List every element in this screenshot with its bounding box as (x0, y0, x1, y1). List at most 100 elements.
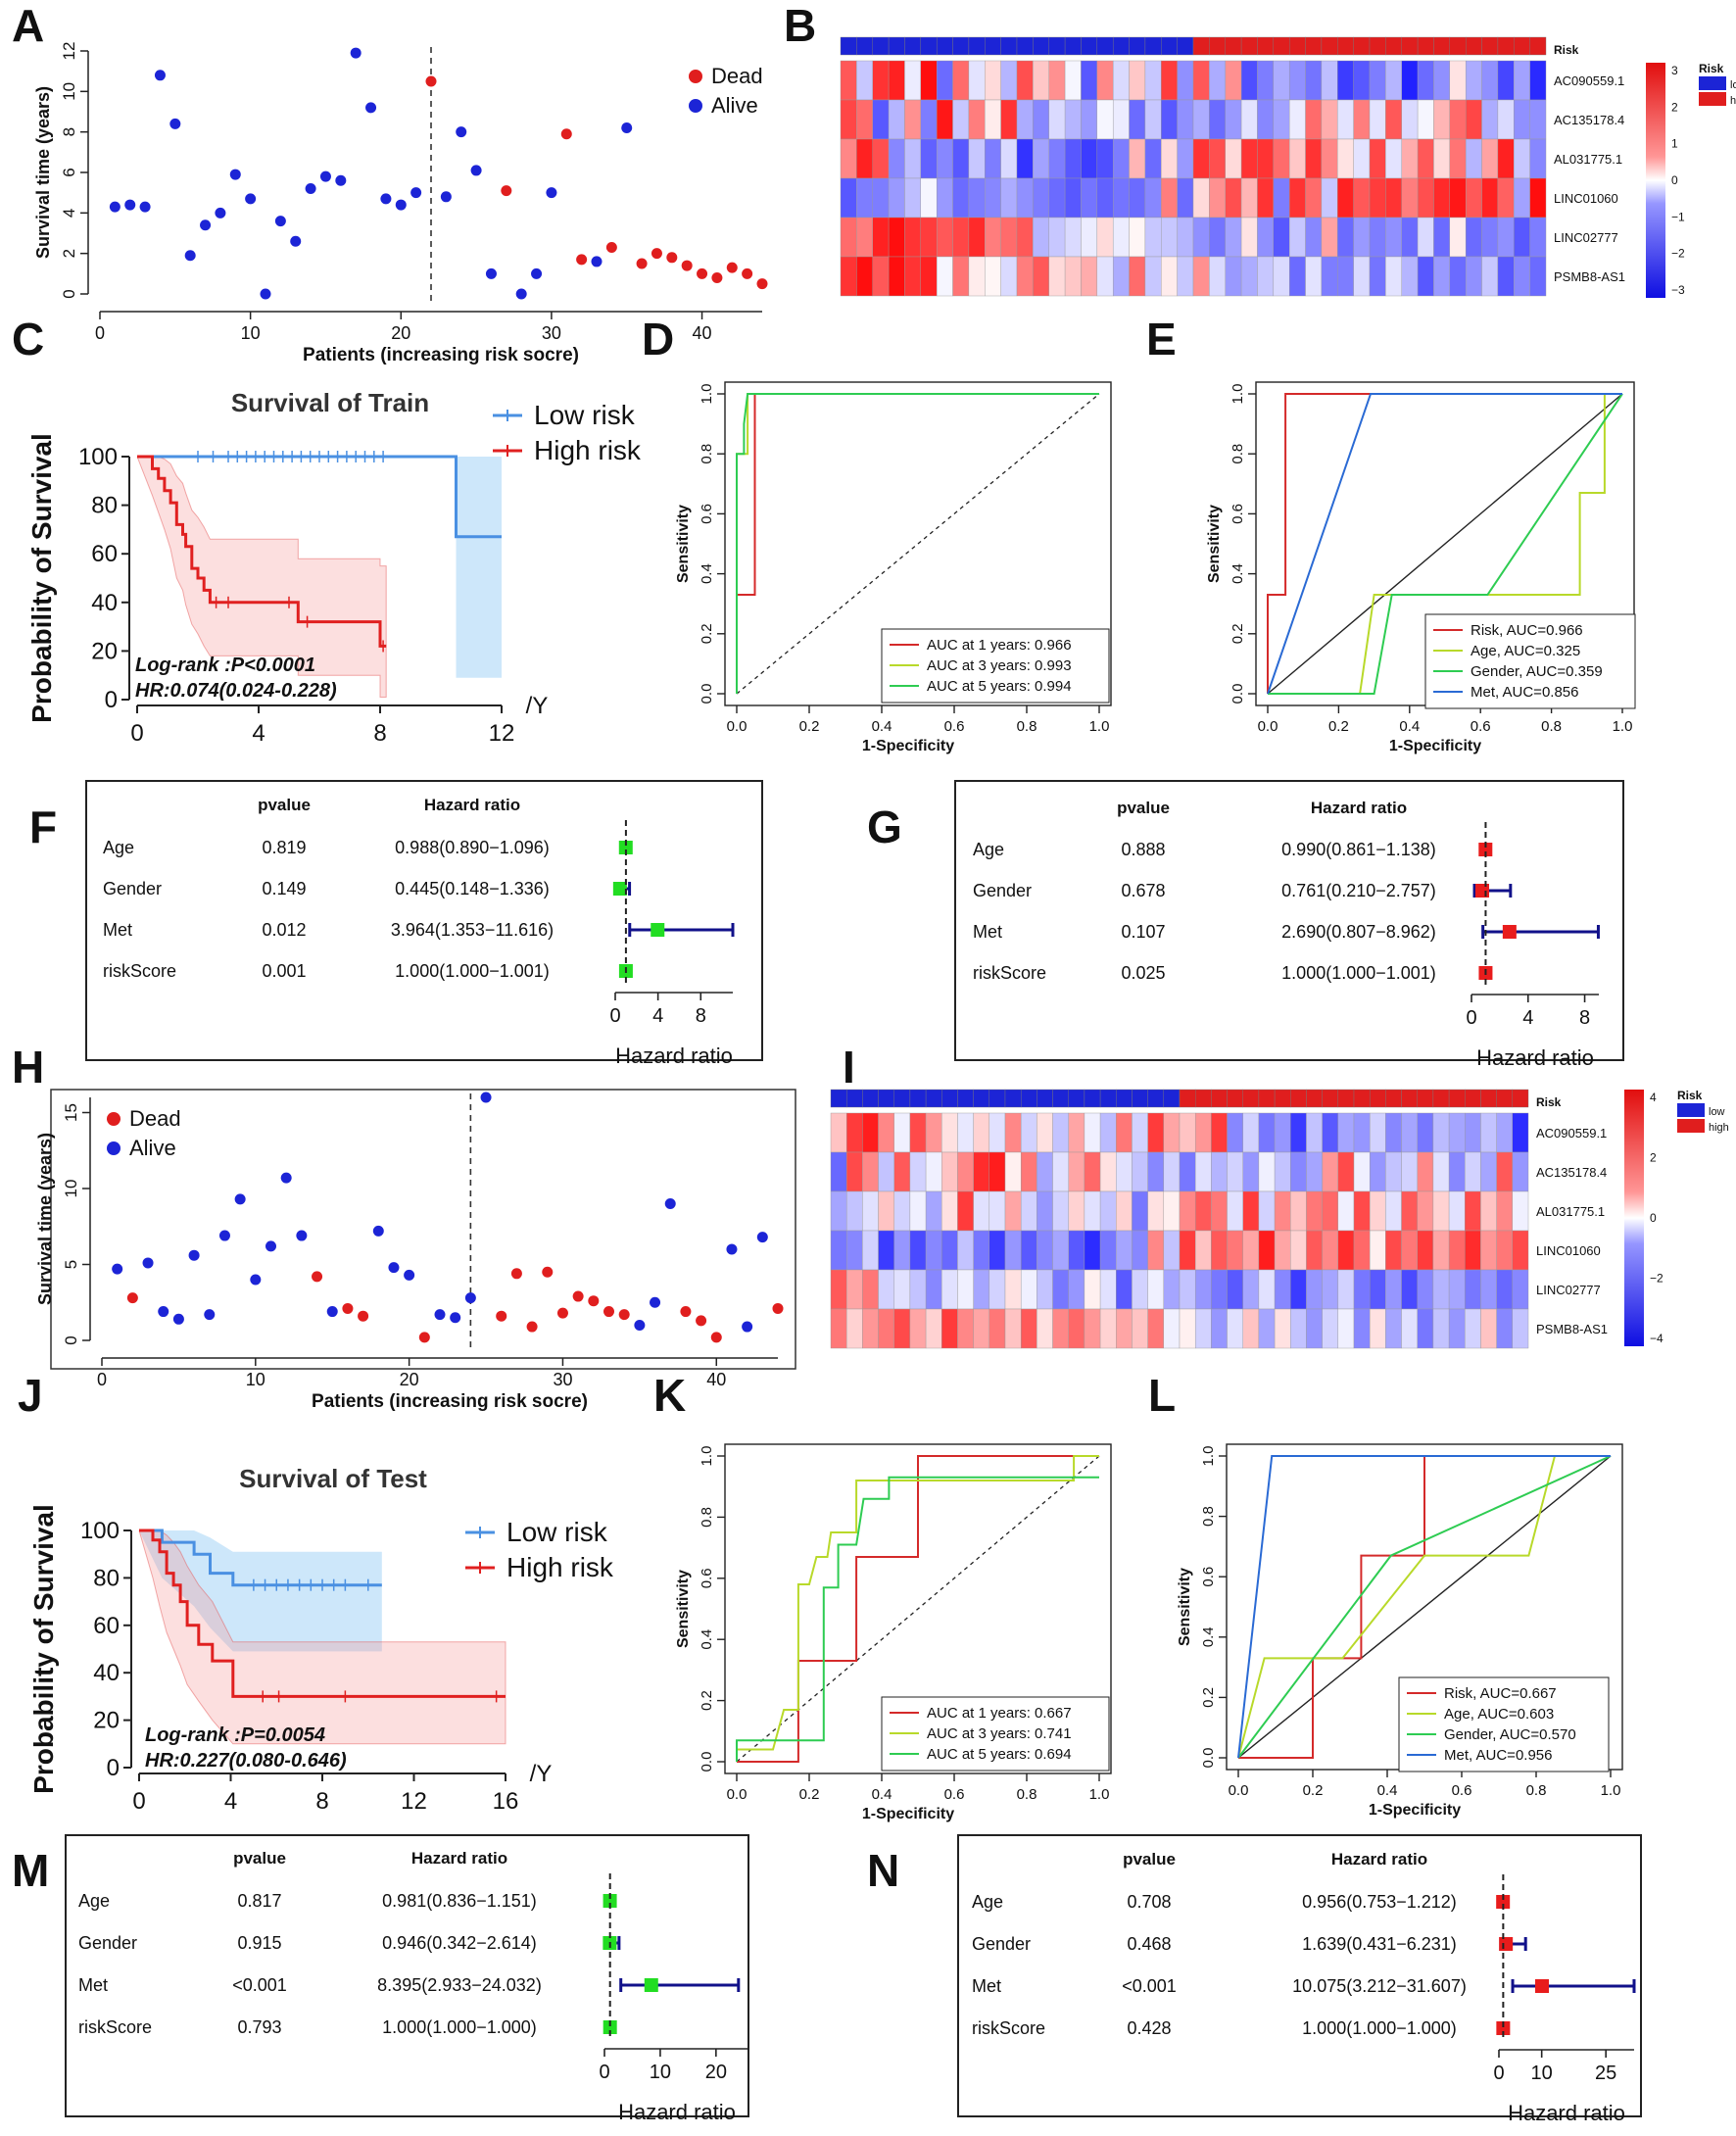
legend-label: AUC at 5 years: 0.994 (927, 678, 1072, 695)
heatmap-cell (1179, 1151, 1196, 1192)
heatmap-cell (1084, 1269, 1101, 1310)
x-tick-label: 0.6 (944, 1786, 965, 1803)
x-tick-label: 10 (241, 323, 261, 343)
heatmap-cell (1496, 1151, 1514, 1192)
row-hazard-ratio: 0.990(0.861−1.138) (1281, 840, 1436, 859)
y-tick-label: 2 (60, 249, 78, 258)
row-label: Age (973, 840, 1004, 859)
alive-point (388, 1262, 400, 1274)
heatmap-cell (1274, 1269, 1291, 1310)
heatmap-cell (936, 60, 953, 101)
alive-point (664, 1198, 676, 1209)
heatmap-cell (1449, 60, 1467, 101)
heatmap-cell (1020, 1308, 1037, 1349)
risk-annotation-cell (968, 36, 986, 56)
heatmap-cell (1020, 1151, 1037, 1192)
alive-point (726, 1243, 738, 1255)
alive-point (742, 1321, 753, 1333)
risk-annotation-cell (1194, 1089, 1212, 1108)
x-tick-label: 0.0 (1229, 1782, 1249, 1799)
heatmap-cell (1225, 99, 1242, 140)
heatmap-cell (1385, 138, 1402, 179)
heatmap-cell (1353, 1151, 1371, 1192)
heatmap-cell (1465, 1151, 1481, 1192)
heatmap-cell (1306, 1190, 1323, 1232)
colorbar (1624, 1090, 1644, 1346)
heatmap-cell (1369, 1308, 1386, 1349)
heatmap-cell (1465, 1190, 1481, 1232)
legend-label: AUC at 3 years: 0.993 (927, 657, 1072, 674)
heatmap-cell (1179, 1269, 1196, 1310)
risk-annotation-cell (1497, 36, 1515, 56)
heatmap-row-label: LINC01060 (1536, 1243, 1601, 1258)
heatmap-cell (1448, 1269, 1466, 1310)
risk-annotation-cell (936, 36, 953, 56)
risk-annotation-cell (1112, 36, 1130, 56)
heatmap-cell (1274, 1190, 1291, 1232)
dead-point (618, 1309, 630, 1321)
heatmap-cell (957, 1190, 974, 1232)
heatmap-cell (1132, 1308, 1148, 1349)
risk-legend-high-label: high (1730, 95, 1736, 107)
heatmap-cell (1353, 99, 1371, 140)
heatmap-cell (1004, 1190, 1022, 1232)
heatmap-row-label: LINC02777 (1536, 1283, 1601, 1297)
col-header-hazard-ratio: Hazard ratio (424, 796, 520, 814)
heatmap-cell (1096, 177, 1114, 218)
heatmap-cell (1161, 217, 1178, 258)
heatmap-cell (1099, 1190, 1117, 1232)
colorbar-tick-label: −2 (1650, 1272, 1664, 1286)
x-tick-label: 12 (401, 1788, 427, 1815)
heatmap-cell (856, 138, 873, 179)
y-tick-label: 0 (60, 289, 78, 298)
y-axis-label: Sensitivity (1206, 505, 1223, 583)
heatmap-cell (904, 177, 922, 218)
risk-annotation-cell (1225, 36, 1242, 56)
alive-point (319, 170, 331, 182)
heatmap-cell (925, 1151, 942, 1192)
row-label: Gender (78, 1933, 137, 1953)
heatmap-cell (1033, 99, 1049, 140)
heatmap-cell (1385, 1269, 1402, 1310)
alive-point (470, 165, 482, 176)
heatmap-cell (936, 99, 953, 140)
heatmap-cell (1529, 217, 1547, 258)
heatmap-cell (1353, 217, 1371, 258)
risk-annotation-cell (1432, 1089, 1450, 1108)
heatmap-cell (1147, 1230, 1165, 1271)
alive-point (515, 288, 527, 300)
heatmap-cell (1257, 177, 1275, 218)
heatmap-cell (1048, 177, 1066, 218)
risk-annotation-cell (1273, 36, 1290, 56)
row-hazard-ratio: 0.956(0.753−1.212) (1302, 1892, 1457, 1912)
col-header-pvalue: pvalue (1117, 799, 1170, 817)
heatmap-cell (1052, 1112, 1069, 1153)
heatmap-cell (1497, 138, 1515, 179)
heatmap-cell (909, 1308, 927, 1349)
heatmap-cell (893, 1269, 911, 1310)
plot-frame (724, 1443, 1112, 1774)
legend-label: Gender, AUC=0.359 (1471, 663, 1603, 680)
risk-annotation-cell (1465, 36, 1482, 56)
low-risk-ci-band (139, 1530, 382, 1652)
heatmap-cell (1401, 1308, 1418, 1349)
alive-point (395, 199, 407, 211)
heatmap-cell (1337, 1151, 1355, 1192)
colorbar (1646, 63, 1665, 298)
heatmap-cell (1084, 1190, 1101, 1232)
heatmap-cell (1274, 1308, 1291, 1349)
heatmap-cell (1385, 1308, 1402, 1349)
alive-point (250, 1274, 262, 1286)
heatmap-cell (952, 217, 970, 258)
heatmap-cell (920, 99, 938, 140)
y-tick-label: 100 (78, 444, 118, 470)
heatmap-cell (1337, 138, 1354, 179)
heatmap-cell (1337, 1190, 1355, 1232)
heatmap-cell (1353, 138, 1371, 179)
heatmap-cell (1068, 1112, 1085, 1153)
heatmap-cell (1497, 99, 1515, 140)
heatmap-row-label: PSMB8-AS1 (1554, 269, 1625, 284)
heatmap-cell (1433, 99, 1451, 140)
heatmap-cell (1369, 1112, 1386, 1153)
heatmap-cell (1020, 1230, 1037, 1271)
